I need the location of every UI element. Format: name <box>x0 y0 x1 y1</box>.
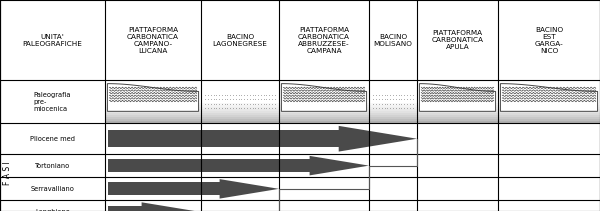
Polygon shape <box>107 84 199 111</box>
Text: BACINO
MOLISANO: BACINO MOLISANO <box>374 34 412 47</box>
Bar <box>105 103 600 105</box>
Bar <box>105 121 600 123</box>
Polygon shape <box>419 84 496 111</box>
Bar <box>108 182 220 195</box>
Bar <box>105 119 600 121</box>
Text: BACINO
LAGONEGRESE: BACINO LAGONEGRESE <box>212 34 268 47</box>
Bar <box>108 130 339 147</box>
Text: F A S I: F A S I <box>2 162 12 185</box>
Text: PIATTAFORMA
CARBONATICA
ABBRUZZESE-
CAMPANA: PIATTAFORMA CARBONATICA ABBRUZZESE- CAMP… <box>298 27 350 54</box>
Polygon shape <box>142 202 201 211</box>
Bar <box>108 206 142 211</box>
Bar <box>105 111 600 113</box>
Text: PIATTAFORMA
CARBONATICA
CAMPANO-
LUCANA: PIATTAFORMA CARBONATICA CAMPANO- LUCANA <box>127 27 179 54</box>
Polygon shape <box>500 84 598 111</box>
Text: BACINO
EST
GARGA-
NICO: BACINO EST GARGA- NICO <box>535 27 563 54</box>
Text: UNITA'
PALEOGRAFICHE: UNITA' PALEOGRAFICHE <box>23 34 82 47</box>
Polygon shape <box>281 84 367 111</box>
Text: Pliocene med: Pliocene med <box>30 136 75 142</box>
Bar <box>105 115 600 117</box>
Bar <box>105 113 600 115</box>
Bar <box>105 105 600 107</box>
Polygon shape <box>310 156 369 175</box>
Bar <box>105 107 600 109</box>
Polygon shape <box>220 179 279 199</box>
Text: Tortoniano: Tortoniano <box>35 163 70 169</box>
Bar <box>105 117 600 119</box>
Text: Langhiano: Langhiano <box>35 209 70 211</box>
Text: Paleografia
pre-
miocenica: Paleografia pre- miocenica <box>34 92 71 112</box>
Polygon shape <box>338 126 417 151</box>
Text: Serravalliano: Serravalliano <box>31 186 74 192</box>
Text: PIATTAFORMA
CARBONATICA
APULA: PIATTAFORMA CARBONATICA APULA <box>431 30 484 50</box>
Bar <box>108 159 310 172</box>
Bar <box>105 109 600 111</box>
